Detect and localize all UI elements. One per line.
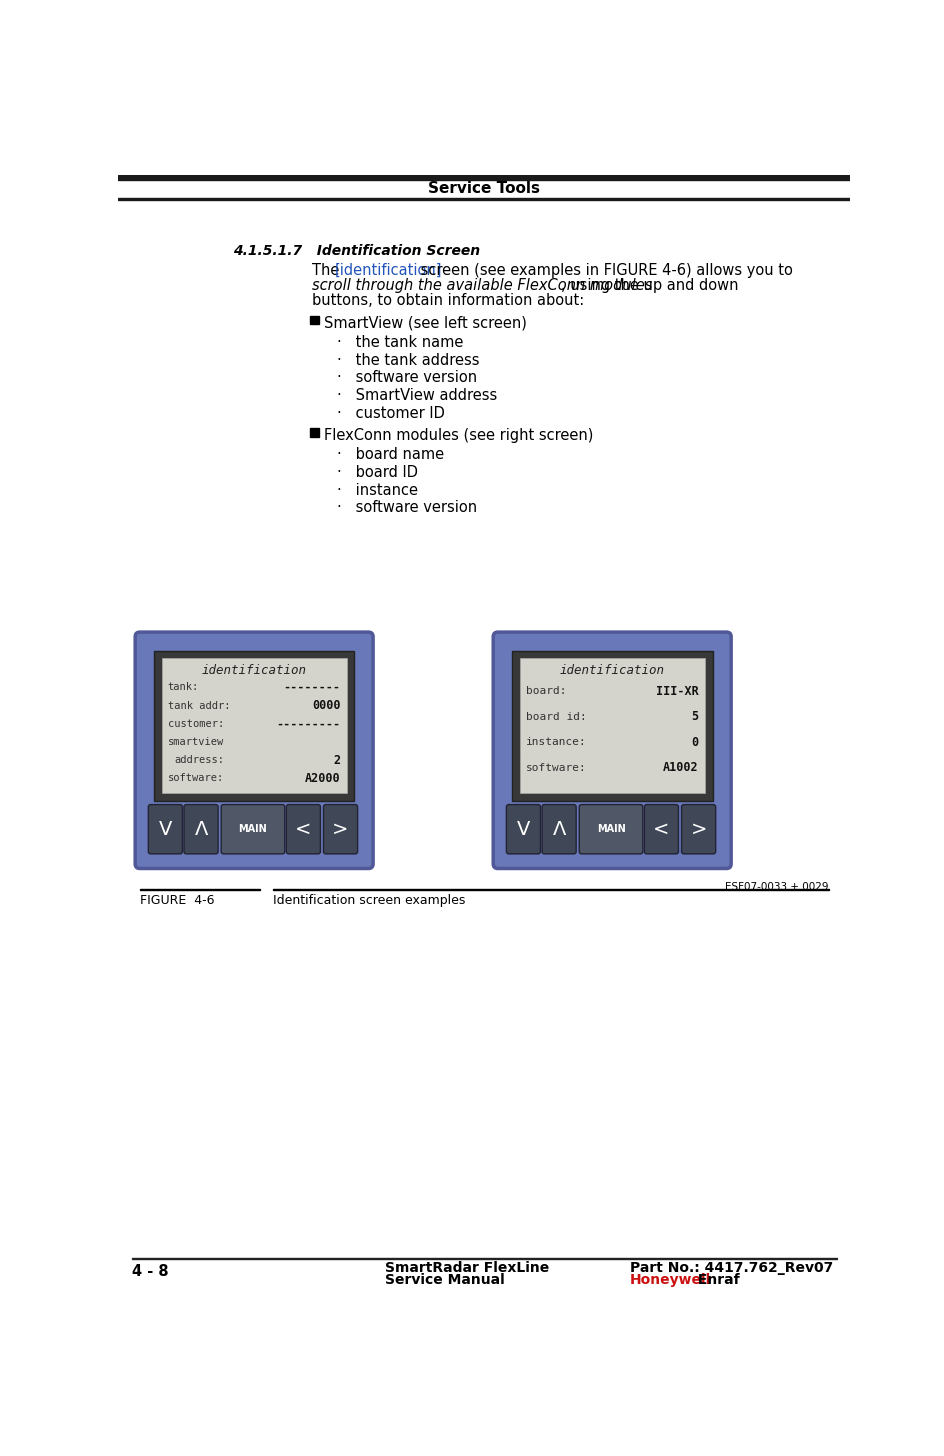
Text: buttons, to obtain information about:: buttons, to obtain information about: <box>312 293 583 307</box>
Bar <box>161 658 346 794</box>
Text: Λ: Λ <box>552 820 565 839</box>
Text: Λ: Λ <box>194 820 208 839</box>
Text: ·   board name: · board name <box>336 447 444 463</box>
Text: software:: software: <box>525 763 586 773</box>
Text: scroll through the available FlexConn modules: scroll through the available FlexConn mo… <box>312 278 651 293</box>
Text: screen (see examples in FIGURE 4-6) allows you to: screen (see examples in FIGURE 4-6) allo… <box>416 264 793 278</box>
Text: ·   software version: · software version <box>336 370 477 386</box>
Text: ·   SmartView address: · SmartView address <box>336 387 497 403</box>
Text: board id:: board id: <box>525 712 586 722</box>
Text: V: V <box>516 820 530 839</box>
Text: ·   board ID: · board ID <box>336 464 417 480</box>
Text: Identification screen examples: Identification screen examples <box>273 894 465 907</box>
Text: 5: 5 <box>691 711 698 724</box>
Text: ·   customer ID: · customer ID <box>336 406 444 421</box>
FancyBboxPatch shape <box>148 805 182 853</box>
FancyBboxPatch shape <box>579 805 642 853</box>
Text: <: < <box>295 820 312 839</box>
Text: MAIN: MAIN <box>596 824 625 834</box>
Bar <box>512 651 712 801</box>
Text: 2: 2 <box>333 754 340 767</box>
FancyBboxPatch shape <box>135 632 373 868</box>
Text: ---------: --------- <box>277 718 340 731</box>
Text: Service Tools: Service Tools <box>428 181 539 197</box>
Bar <box>310 316 318 325</box>
Text: 4 - 8: 4 - 8 <box>132 1264 169 1280</box>
Text: III-XR: III-XR <box>655 684 698 697</box>
Text: 0000: 0000 <box>312 699 340 712</box>
Text: SmartRadar FlexLine: SmartRadar FlexLine <box>385 1261 549 1275</box>
Bar <box>154 651 354 801</box>
Text: board:: board: <box>525 686 565 696</box>
Bar <box>310 428 318 437</box>
Text: MAIN: MAIN <box>238 824 267 834</box>
Text: Honeywell: Honeywell <box>629 1274 710 1287</box>
FancyBboxPatch shape <box>323 805 357 853</box>
Text: A1002: A1002 <box>663 761 698 775</box>
Text: <: < <box>652 820 669 839</box>
Text: SmartView (see left screen): SmartView (see left screen) <box>324 316 527 331</box>
Text: >: > <box>332 820 348 839</box>
Text: software:: software: <box>167 773 224 783</box>
Text: Enraf: Enraf <box>693 1274 739 1287</box>
Bar <box>118 175 850 181</box>
Text: FIGURE  4-6: FIGURE 4-6 <box>140 894 214 907</box>
Text: 4.1.5.1.7   Identification Screen: 4.1.5.1.7 Identification Screen <box>232 245 480 258</box>
Bar <box>519 658 704 794</box>
Text: identification: identification <box>201 664 306 677</box>
FancyBboxPatch shape <box>542 805 576 853</box>
Text: ·   software version: · software version <box>336 501 477 515</box>
Text: identification: identification <box>559 664 664 677</box>
Text: instance:: instance: <box>525 737 586 747</box>
Text: ·   the tank name: · the tank name <box>336 335 463 349</box>
Text: , using the up and down: , using the up and down <box>561 278 738 293</box>
Text: [identification]: [identification] <box>335 264 442 278</box>
Text: FlexConn modules (see right screen): FlexConn modules (see right screen) <box>324 428 593 443</box>
Text: --------: -------- <box>283 681 340 695</box>
Text: ·   the tank address: · the tank address <box>336 352 479 367</box>
Bar <box>118 198 850 199</box>
Text: Part No.: 4417.762_Rev07: Part No.: 4417.762_Rev07 <box>629 1261 832 1275</box>
Text: V: V <box>159 820 172 839</box>
Text: tank addr:: tank addr: <box>167 700 230 711</box>
Text: smartview: smartview <box>167 737 224 747</box>
Text: >: > <box>690 820 706 839</box>
FancyBboxPatch shape <box>681 805 715 853</box>
FancyBboxPatch shape <box>506 805 540 853</box>
FancyBboxPatch shape <box>644 805 678 853</box>
Text: address:: address: <box>174 756 224 766</box>
Text: A2000: A2000 <box>305 772 340 785</box>
Text: ESF07-0033 + 0029: ESF07-0033 + 0029 <box>725 882 828 893</box>
Text: tank:: tank: <box>167 683 199 693</box>
Text: 0: 0 <box>691 735 698 748</box>
FancyBboxPatch shape <box>286 805 320 853</box>
FancyBboxPatch shape <box>493 632 731 868</box>
Text: Service Manual: Service Manual <box>385 1274 505 1287</box>
Text: The: The <box>312 264 344 278</box>
Text: ·   instance: · instance <box>336 483 417 498</box>
Text: customer:: customer: <box>167 719 224 729</box>
FancyBboxPatch shape <box>184 805 218 853</box>
FancyBboxPatch shape <box>221 805 284 853</box>
